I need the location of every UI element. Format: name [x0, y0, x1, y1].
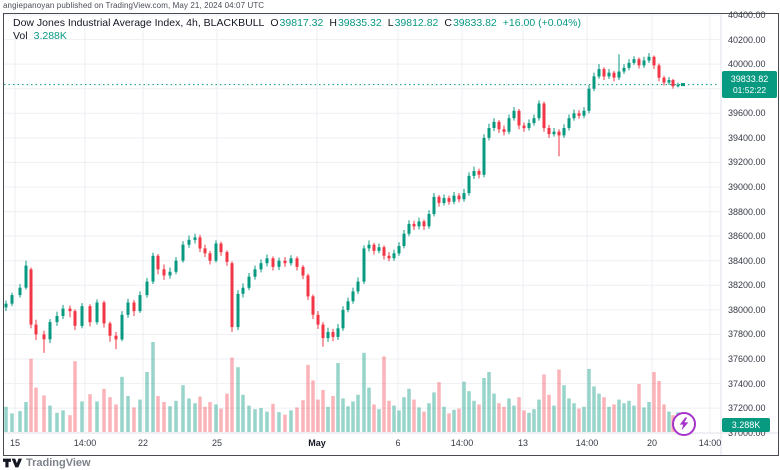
y-axis-label: 37800.00	[728, 329, 766, 340]
candles	[4, 53, 680, 353]
x-axis-label: 6	[395, 438, 401, 448]
volume-value: 3.288K	[33, 30, 67, 42]
current-price-value: 39833.82	[730, 74, 769, 84]
change-value: +16.00 (+0.04%)	[502, 17, 581, 29]
y-axis-label: 39000.00	[728, 182, 766, 192]
tradingview-glyph-icon	[3, 458, 22, 468]
x-axis-label: 20	[646, 438, 657, 448]
quick-trade-button[interactable]	[672, 412, 696, 436]
volume-label[interactable]: Vol	[13, 30, 28, 42]
x-axis-label: 14:00	[698, 438, 722, 448]
tradingview-wordmark: TradingView	[26, 457, 91, 469]
ohlc-low: L 39812.82	[387, 17, 439, 29]
y-axis-label: 40400.00	[728, 10, 766, 20]
y-axis-label: 39600.00	[728, 108, 766, 119]
x-axis-label: 14:00	[575, 438, 599, 448]
y-axis-label: 39200.00	[728, 157, 766, 168]
x-axis-label: 15	[9, 438, 20, 448]
y-axis-label: 38400.00	[728, 255, 766, 266]
y-axis-label: 38600.00	[728, 231, 766, 242]
x-axis-label: 14:00	[73, 438, 97, 448]
attribution-text: angiepanoyan published on TradingView.co…	[3, 1, 265, 10]
ohlc-open: O 39817.32	[270, 17, 324, 29]
y-axis-label: 40200.00	[728, 34, 766, 45]
tradingview-logo[interactable]: TradingView	[3, 457, 91, 469]
y-axis-label: 37600.00	[728, 354, 766, 364]
y-axis-label: 37200.00	[728, 403, 766, 414]
x-axis-label: 22	[137, 438, 148, 448]
y-axis-label: 39400.00	[728, 132, 766, 143]
lightning-bolt-icon	[679, 417, 689, 431]
current-volume-badge: 3.288K	[722, 418, 770, 432]
legend: Dow Jones Industrial Average Index, 4h, …	[13, 17, 581, 43]
ohlc-high: H 39835.32	[329, 17, 382, 29]
y-axis-label: 38000.00	[728, 304, 766, 315]
x-axis-label: May	[308, 438, 326, 448]
y-axis-label: 40000.00	[728, 59, 766, 70]
y-axis-label: 38200.00	[728, 280, 766, 291]
ohlc-close: C 39833.82	[444, 17, 497, 29]
y-axis-label: 37400.00	[728, 378, 766, 389]
y-axis-label: 38800.00	[728, 206, 766, 217]
x-axis-label: 14:00	[450, 438, 474, 448]
symbol-title[interactable]: Dow Jones Industrial Average Index, 4h, …	[13, 17, 265, 29]
y-axis-label-37000: 37000.00	[728, 428, 766, 438]
x-axis-label: 25	[211, 438, 222, 448]
last-price-dot	[681, 83, 685, 87]
volume-bars	[4, 342, 680, 432]
current-price-badge: 39833.82 01:52:22	[722, 71, 777, 98]
bar-countdown: 01:52:22	[732, 84, 767, 95]
gridlines	[4, 14, 778, 455]
x-axis-label: 13	[517, 438, 528, 448]
